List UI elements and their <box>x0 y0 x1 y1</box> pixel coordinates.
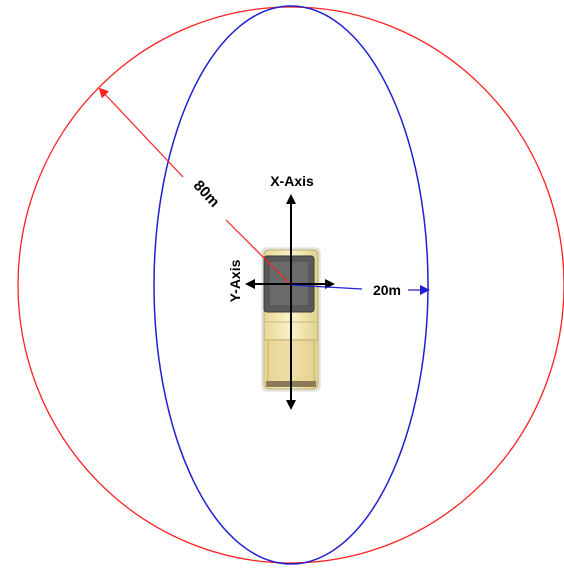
outer-range-circle <box>17 6 564 564</box>
inner-radius-arrow <box>290 284 363 290</box>
outer-radius-label: 80m <box>190 177 223 211</box>
x-axis-label: X-Axis <box>270 173 314 189</box>
inner-radius-label: 20m <box>373 282 401 298</box>
outer-radius-arrow-head-segment <box>98 87 184 178</box>
outer-radius-arrow <box>225 219 292 286</box>
y-axis-label: Y-Axis <box>227 259 243 302</box>
